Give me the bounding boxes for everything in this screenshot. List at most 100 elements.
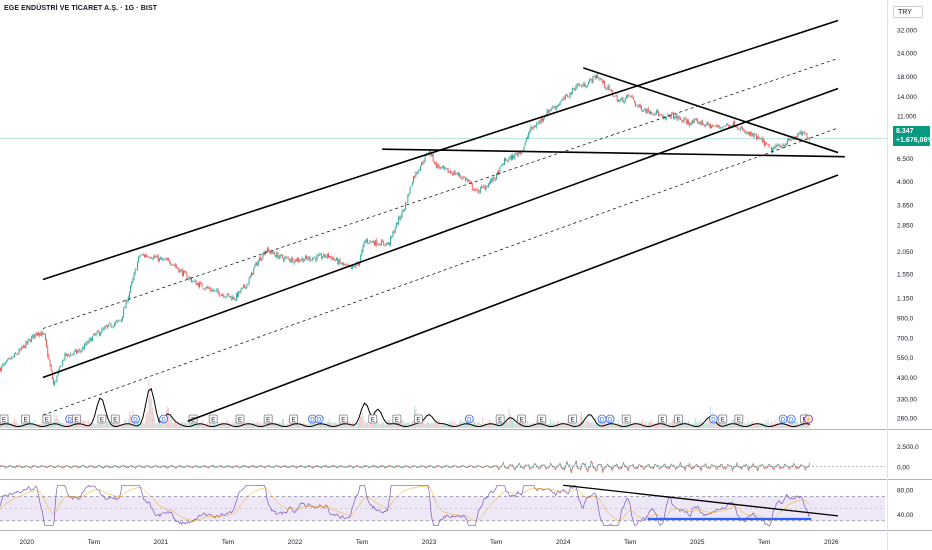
candle-body: [774, 147, 776, 149]
volume-bar: [386, 421, 388, 428]
price-tick-label: 14.000: [897, 94, 917, 101]
candle-body: [296, 258, 298, 262]
candle-body: [477, 190, 479, 193]
volume-bar: [391, 422, 393, 428]
candle-body: [509, 156, 511, 158]
currency-button[interactable]: TRY: [893, 6, 923, 18]
volume-bar: [642, 418, 643, 428]
candle-body: [46, 340, 48, 347]
candle-body: [201, 282, 203, 288]
volume-bar: [30, 420, 31, 428]
candle-body: [607, 86, 609, 89]
candle-body: [268, 249, 270, 251]
candle-body: [544, 116, 546, 119]
volume-bar: [527, 420, 528, 428]
candle-body: [49, 360, 51, 366]
candle-body: [88, 338, 90, 343]
volume-bar: [408, 422, 410, 428]
event-e-badge: [21, 414, 30, 424]
candle-body: [256, 262, 258, 266]
volume-bar: [322, 423, 324, 428]
volume-bar: [767, 418, 769, 428]
candle-body: [574, 88, 576, 91]
candle-body: [571, 87, 573, 95]
candle-body: [440, 167, 442, 169]
candle-body: [311, 258, 313, 261]
candle-body: [319, 254, 321, 255]
candle-body: [712, 125, 714, 127]
candle-body: [19, 349, 21, 350]
candle-body: [308, 257, 310, 260]
candle-body: [115, 321, 117, 324]
candle-body: [683, 118, 685, 122]
candle-body: [678, 116, 680, 118]
candle-body: [87, 342, 89, 343]
volume-bar: [33, 424, 35, 428]
volume-bar: [443, 423, 444, 428]
candle-body: [529, 130, 531, 134]
candle-body: [520, 152, 522, 154]
price-tick-label: 330,00: [897, 396, 917, 403]
volume-bar: [416, 423, 418, 428]
candle-body: [138, 256, 140, 262]
volume-bar: [716, 424, 718, 428]
volume-bar: [357, 423, 359, 428]
candle-body: [270, 252, 272, 254]
candle-body: [209, 287, 211, 291]
candle-body: [720, 127, 722, 128]
candle-body: [801, 132, 803, 136]
volume-bar: [514, 423, 516, 428]
candle-body: [141, 254, 143, 256]
badge-label: D: [317, 418, 322, 424]
volume-bar: [178, 420, 180, 428]
candle-body: [281, 255, 283, 259]
volume-bar: [235, 423, 237, 428]
candle-body: [655, 110, 657, 115]
volume-bar: [26, 422, 28, 428]
volume-bar: [638, 421, 640, 428]
volume-bar: [321, 423, 322, 428]
candle-body: [15, 352, 16, 354]
volume-bar: [432, 424, 434, 428]
volume-bar: [729, 422, 731, 428]
candle-body: [708, 124, 710, 126]
volume-bar: [100, 424, 102, 428]
volume-bar: [313, 419, 314, 428]
candle-body: [342, 262, 344, 265]
badge-label: E: [540, 418, 544, 424]
candle-body: [239, 291, 241, 293]
candle-body: [784, 145, 786, 147]
volume-bar: [168, 408, 169, 428]
volume-bar: [275, 423, 276, 428]
candle-body: [617, 100, 619, 102]
volume-bar: [223, 423, 225, 428]
candle-body: [20, 346, 22, 351]
candle-body: [642, 111, 643, 112]
rsi-ma-line: [0, 485, 811, 522]
volume-bar: [290, 420, 291, 428]
candle-body: [533, 126, 535, 128]
event-e-badge: [413, 414, 423, 424]
candle-body: [777, 145, 779, 146]
volume-bar: [497, 423, 499, 428]
candle-body: [550, 109, 551, 111]
candle-body: [734, 121, 736, 127]
candle-body: [555, 106, 557, 110]
volume-bar: [616, 424, 618, 428]
event-e-badge: [517, 414, 527, 424]
volume-bar: [566, 423, 568, 428]
volume-bar: [686, 423, 688, 428]
candle-body: [620, 99, 622, 101]
candle-body: [212, 290, 214, 292]
candle-body: [378, 243, 380, 245]
volume-bar: [308, 422, 310, 428]
volume-bar: [73, 423, 75, 428]
volume-bar: [316, 424, 318, 428]
candle-body: [482, 186, 484, 188]
candle-body: [698, 122, 700, 124]
volume-bar: [156, 422, 158, 428]
volume-bar: [670, 422, 672, 428]
candle-body: [785, 143, 787, 146]
candle-body: [599, 78, 601, 80]
